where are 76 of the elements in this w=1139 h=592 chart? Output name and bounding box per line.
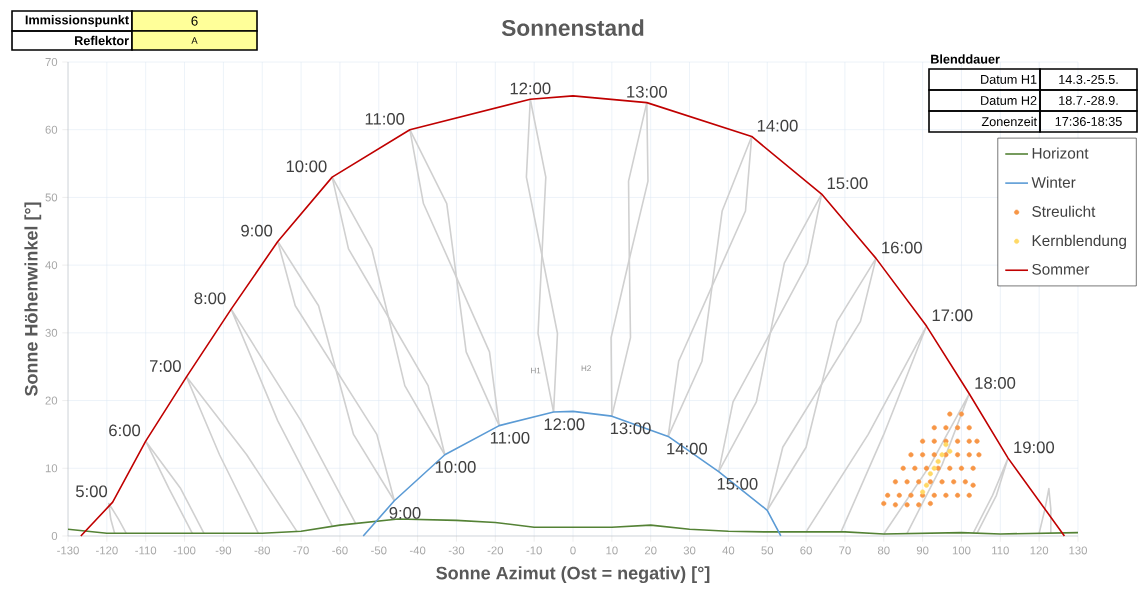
annotation: 13:00 xyxy=(627,85,667,98)
y-tick-label: 60 xyxy=(45,125,58,134)
annotation: 9:00 xyxy=(241,224,273,237)
x-tick-label: -80 xyxy=(254,546,270,555)
x-tick-label: 10 xyxy=(606,546,618,555)
chart-title: Sonnenstand xyxy=(501,19,644,36)
annotation: 11:00 xyxy=(365,112,405,125)
x-tick-label: -30 xyxy=(448,546,465,555)
text: Reflektor xyxy=(75,35,129,46)
x-tick-label: 70 xyxy=(839,546,851,555)
x-tick-label: 90 xyxy=(916,546,929,555)
y-tick-label: 70 xyxy=(45,58,58,67)
annotation: 8:00 xyxy=(194,292,226,305)
legend-label: Winter xyxy=(1031,176,1076,188)
annotation: H2 xyxy=(581,365,591,371)
annotation: Datum H2 xyxy=(981,96,1037,105)
annotation: 6:00 xyxy=(109,424,141,437)
annotation: 10:00 xyxy=(286,160,327,173)
annotation: Zonenzeit xyxy=(981,116,1037,127)
text: A xyxy=(191,37,198,44)
x-tick-label: 60 xyxy=(800,546,812,555)
legend-label: Streulicht xyxy=(1032,205,1096,217)
text: Immissionspunkt xyxy=(25,15,129,27)
annotation: H1 xyxy=(531,367,541,374)
annotation: 16:00 xyxy=(882,241,922,254)
x-tick-label: -90 xyxy=(215,546,232,555)
annotation: 14.3.-25.5. xyxy=(1059,75,1118,84)
annotation: 15:00 xyxy=(827,177,868,190)
x-tick-label: 0 xyxy=(570,546,576,555)
x-tick-label: 110 xyxy=(992,546,1009,555)
x-axis-title: Sonne Azimut (Ost = negativ) [°] xyxy=(436,566,710,584)
x-tick-label: -40 xyxy=(409,546,426,555)
x-tick-label: 100 xyxy=(952,546,971,555)
annotation: 13:00 xyxy=(610,422,651,435)
y-tick-label: 0 xyxy=(51,531,58,540)
x-tick-label: 120 xyxy=(1030,546,1049,555)
x-tick-label: -10 xyxy=(526,546,542,555)
annotation: 18:00 xyxy=(975,377,1016,389)
y-tick-label: 40 xyxy=(45,261,58,270)
annotation: 5:00 xyxy=(75,485,108,498)
legend-label: Sommer xyxy=(1032,263,1090,275)
x-tick-label: -70 xyxy=(293,546,309,555)
annotation: Blenddauer xyxy=(931,54,1000,64)
x-tick-label: 80 xyxy=(877,546,890,555)
annotation: 11:00 xyxy=(490,431,530,444)
legend-label: Kernblendung xyxy=(1032,234,1126,250)
x-tick-label: 20 xyxy=(644,546,657,555)
x-tick-label: -130 xyxy=(57,546,79,555)
y-tick-label: 10 xyxy=(45,464,58,473)
y-tick-label: 30 xyxy=(45,328,58,337)
annotation: 12:00 xyxy=(510,82,551,95)
y-tick-label: 20 xyxy=(45,396,58,405)
annotation: 10:00 xyxy=(435,461,476,473)
annotation: 19:00 xyxy=(1014,441,1055,454)
annotation: 12:00 xyxy=(544,418,585,431)
annotation: 14:00 xyxy=(757,119,798,132)
x-tick-label: 50 xyxy=(761,546,774,555)
y-tick-label: 50 xyxy=(45,193,58,202)
x-tick-label: -110 xyxy=(135,546,157,555)
x-tick-label: -100 xyxy=(173,546,196,555)
text: 6 xyxy=(191,16,198,26)
annotation: 18.7.-28.9. xyxy=(1059,96,1118,105)
x-tick-label: 30 xyxy=(683,546,696,555)
legend-label: Horizont xyxy=(1032,147,1089,159)
annotation: Datum H1 xyxy=(981,75,1037,84)
annotation: 17:00 xyxy=(932,309,973,322)
annotation: 7:00 xyxy=(149,360,181,372)
annotation: 17:36-18:35 xyxy=(1055,117,1122,126)
x-tick-label: 40 xyxy=(722,546,735,555)
x-tick-label: 130 xyxy=(1069,546,1087,555)
x-tick-label: -20 xyxy=(487,546,504,555)
x-tick-label: -50 xyxy=(371,546,387,555)
x-tick-label: -60 xyxy=(332,546,348,555)
x-tick-label: -120 xyxy=(96,546,118,555)
annotation: 9:00 xyxy=(389,507,421,519)
y-axis-title: Sonne Höhenwinkel [°] xyxy=(24,202,42,397)
